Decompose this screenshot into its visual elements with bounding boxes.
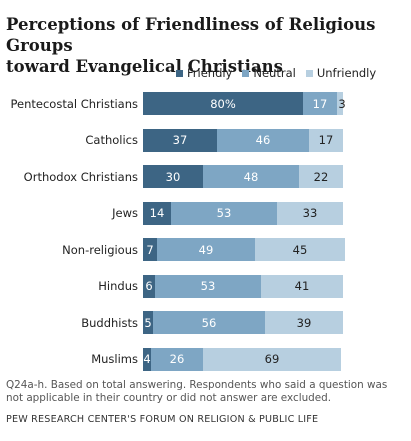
bar-neutral-orthodox-christians: [203, 165, 299, 188]
chart-legend: Friendly Neutral Unfriendly: [176, 66, 386, 80]
data-label-friendly-muslims: 4: [143, 352, 151, 366]
bar-unfriendly-orthodox-christians: [299, 165, 343, 188]
data-label-friendly-non-religious: 7: [146, 242, 154, 257]
data-label-friendly-buddhists: 5: [144, 315, 152, 330]
data-label-unfriendly-muslims: 69: [264, 352, 280, 366]
data-label-neutral-non-religious: 49: [198, 242, 214, 257]
source-note: PEW RESEARCH CENTER'S FORUM ON RELIGION …: [6, 414, 319, 425]
bar-neutral-catholics: [217, 128, 309, 152]
legend-swatch-neutral: [242, 69, 250, 77]
category-label-pentecostal-christians: Pentecostal Christians: [10, 96, 139, 111]
bar-unfriendly-pentecostal-christians: [337, 92, 343, 115]
data-label-unfriendly-hindus: 41: [294, 279, 310, 293]
bar-friendly-hindus: [143, 274, 155, 298]
legend-label-friendly: Friendly: [187, 66, 233, 80]
legend-label-unfriendly: Unfriendly: [316, 66, 377, 80]
data-label-neutral-muslims: 26: [169, 352, 185, 366]
footnote: Q24a-h. Based on total answering. Respon…: [6, 379, 388, 404]
legend-swatch-unfriendly: [305, 69, 313, 77]
data-label-unfriendly-orthodox-christians: 22: [313, 169, 329, 184]
bar-friendly-jews: [143, 201, 171, 225]
bar-neutral-pentecostal-christians: [303, 92, 337, 115]
data-label-unfriendly-jews: 33: [302, 206, 318, 220]
data-label-friendly-pentecostal-christians: 80%: [210, 96, 236, 111]
data-label-unfriendly-non-religious: 45: [292, 242, 308, 257]
legend-item-unfriendly: Unfriendly: [305, 66, 377, 80]
bar-neutral-hindus: [155, 274, 261, 298]
category-label-non-religious: Non-religious: [62, 242, 138, 257]
chart-title: Perceptions of Friendliness of Religious…: [6, 14, 406, 77]
bar-neutral-jews: [171, 201, 277, 225]
legend-item-friendly: Friendly: [176, 66, 232, 80]
category-label-orthodox-christians: Orthodox Christians: [23, 169, 138, 184]
category-label-buddhists: Buddhists: [81, 315, 138, 330]
bar-friendly-catholics: [143, 128, 217, 152]
bar-friendly-pentecostal-christians: [143, 92, 303, 115]
data-label-neutral-catholics: 46: [255, 133, 271, 147]
data-label-unfriendly-buddhists: 39: [296, 315, 312, 330]
data-label-friendly-catholics: 37: [172, 133, 188, 147]
legend-label-neutral: Neutral: [253, 66, 296, 80]
bar-friendly-orthodox-christians: [143, 165, 203, 188]
data-label-neutral-pentecostal-christians: 17: [312, 96, 328, 111]
chart-title-line-1: Perceptions of Friendliness of Religious…: [6, 15, 376, 55]
bar-unfriendly-muslims: [203, 347, 341, 371]
data-label-unfriendly-pentecostal-christians: 3: [338, 96, 346, 111]
data-label-friendly-jews: 14: [149, 206, 165, 220]
chart-title-line-2: toward Evangelical Christians: [6, 57, 283, 76]
category-label-jews: Jews: [112, 206, 138, 220]
data-label-neutral-jews: 53: [216, 206, 232, 220]
bar-unfriendly-hindus: [261, 274, 343, 298]
bar-friendly-muslims: [143, 347, 151, 371]
category-label-muslims: Muslims: [91, 352, 138, 366]
data-label-neutral-orthodox-christians: 48: [243, 169, 259, 184]
data-label-friendly-orthodox-christians: 30: [165, 169, 181, 184]
category-label-hindus: Hindus: [98, 279, 138, 293]
category-label-catholics: Catholics: [85, 133, 138, 147]
legend-swatch-friendly: [176, 69, 183, 77]
bar-neutral-muslims: [151, 347, 203, 371]
bar-unfriendly-catholics: [309, 128, 343, 152]
legend-item-neutral: Neutral: [242, 66, 296, 80]
bar-neutral-buddhists: [153, 311, 265, 334]
bar-unfriendly-jews: [277, 201, 343, 225]
data-label-friendly-hindus: 6: [145, 279, 153, 293]
data-label-neutral-hindus: 53: [200, 279, 216, 293]
bar-friendly-non-religious: [143, 238, 157, 261]
data-label-unfriendly-catholics: 17: [318, 133, 334, 147]
bar-unfriendly-buddhists: [265, 311, 343, 334]
data-label-neutral-buddhists: 56: [201, 315, 217, 330]
bar-unfriendly-non-religious: [255, 238, 345, 261]
bar-neutral-non-religious: [157, 238, 255, 261]
bar-friendly-buddhists: [143, 311, 153, 334]
